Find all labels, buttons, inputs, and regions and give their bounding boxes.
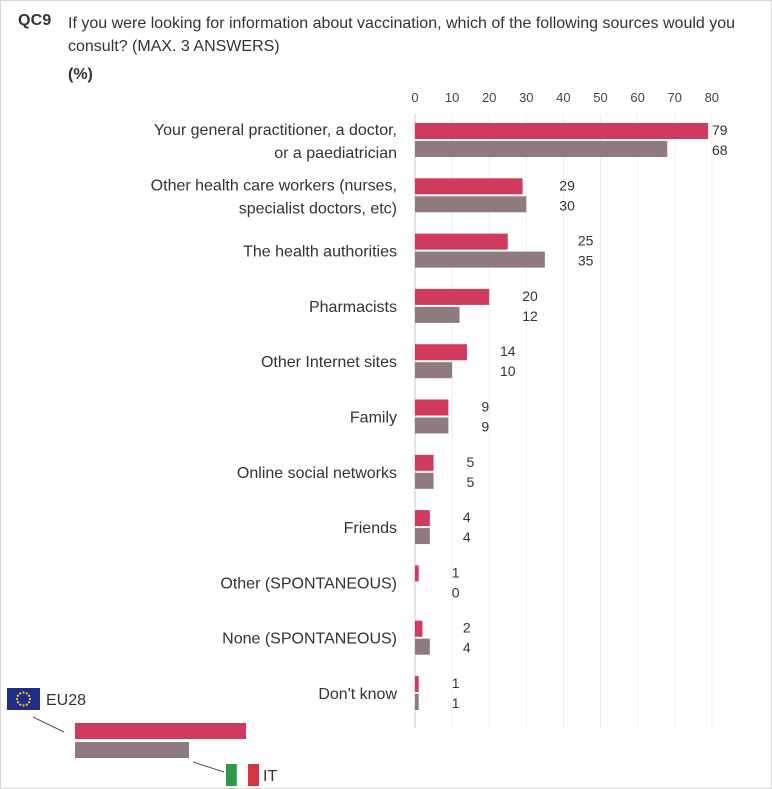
category-label-line: Your general practitioner, a doctor, (154, 122, 397, 139)
x-tick-label: 50 (593, 90, 607, 105)
category-label: Other Internet sites (261, 354, 397, 371)
value-label-eu28: 5 (467, 454, 475, 470)
value-label-eu28: 2 (463, 620, 471, 636)
value-label-it: 30 (559, 197, 575, 213)
bar-it (415, 417, 449, 434)
bar-eu28 (415, 123, 709, 139)
bar-it (415, 362, 453, 379)
value-label-it: 4 (463, 529, 471, 545)
value-label-it: 9 (481, 419, 489, 435)
value-label-it: 5 (467, 474, 475, 490)
value-label-eu28: 9 (481, 399, 489, 415)
bar-eu28 (415, 178, 523, 195)
eu-flag-star (15, 697, 19, 701)
eu-flag-star (25, 692, 28, 695)
x-tick-label: 80 (705, 90, 719, 105)
value-label-eu28: 1 (452, 675, 460, 691)
bar-it (415, 528, 430, 545)
x-tick-label: 70 (667, 90, 681, 105)
x-tick-label: 10 (445, 90, 459, 105)
eu-flag-star (28, 701, 31, 704)
category-label: Pharmacists (309, 299, 397, 316)
eu-flag-star (28, 697, 32, 701)
eu-flag-star (19, 703, 22, 706)
category-label: Don't know (318, 686, 397, 703)
category-label: Online social networks (237, 465, 397, 482)
bar-eu28 (415, 233, 508, 250)
legend-eu-label: EU28 (46, 692, 86, 709)
legend-connector-it (192, 761, 225, 773)
bar-it (415, 196, 527, 213)
legend-it-label: IT (263, 768, 277, 785)
eu-flag-star (16, 694, 19, 697)
value-label-eu28: 20 (522, 288, 538, 304)
x-tick-label: 60 (630, 90, 644, 105)
bar-eu28 (415, 399, 449, 416)
legend-bar-it (75, 742, 189, 758)
unit-label: (%) (68, 66, 93, 83)
category-label: Other health care workers (nurses, specia… (151, 177, 397, 217)
category-label-line: specialist doctors, etc) (239, 200, 397, 217)
eu-flag-field (7, 688, 40, 710)
value-label-it: 10 (500, 363, 516, 379)
x-tick-label: 40 (556, 90, 570, 105)
question-text: If you were looking for information abou… (68, 15, 736, 55)
eu-flag-star (28, 694, 31, 697)
question-code: QC9 (18, 12, 52, 29)
category-label: None (SPONTANEOUS) (222, 631, 397, 648)
bar-it (415, 306, 460, 323)
value-label-it: 12 (522, 308, 538, 324)
x-tick-label: 30 (519, 90, 533, 105)
it-flag-white (236, 763, 249, 787)
value-label-eu28: 4 (463, 509, 471, 525)
bar-eu28 (415, 620, 423, 637)
bar-it (415, 251, 545, 268)
category-label: Friends (344, 520, 397, 537)
value-label-it: 1 (452, 695, 460, 711)
category-label-line: Other health care workers (nurses, (151, 177, 397, 194)
value-label-it: 0 (452, 584, 460, 600)
x-tick-label: 20 (482, 90, 496, 105)
legend-bar-eu28 (75, 723, 246, 739)
bar-eu28 (415, 510, 430, 527)
bar-it (415, 694, 419, 710)
bar-eu28 (415, 676, 419, 692)
category-label: The health authorities (243, 244, 397, 261)
value-label-it: 68 (712, 142, 728, 158)
eu-flag-star (19, 692, 22, 695)
value-label-eu28: 29 (559, 177, 575, 193)
x-tick-label: 0 (411, 90, 418, 105)
value-label-eu28: 14 (500, 343, 516, 359)
value-label-it: 4 (463, 640, 471, 656)
category-label: Family (350, 410, 397, 427)
bar-eu28 (415, 288, 490, 305)
eu-flag-star (25, 703, 28, 706)
bar-it (415, 141, 668, 157)
bar-it (415, 638, 430, 655)
value-label-eu28: 25 (578, 233, 594, 249)
it-flag-icon (226, 763, 259, 787)
bar-it (415, 472, 434, 489)
eu-flag-icon (7, 688, 40, 710)
legend-connector-eu (32, 716, 65, 733)
eu-flag-star (16, 701, 19, 704)
category-label-line: or a paediatrician (274, 145, 397, 162)
category-label: Other (SPONTANEOUS) (220, 575, 397, 592)
category-label: Your general practitioner, a doctor, or a… (154, 122, 397, 162)
value-label-it: 35 (578, 253, 594, 269)
bar-eu28 (415, 454, 434, 471)
eu-flag-star (22, 691, 25, 694)
value-label-eu28: 79 (712, 122, 728, 138)
it-flag-green (226, 764, 237, 786)
eu-flag-star (22, 704, 25, 707)
bar-eu28 (415, 344, 467, 361)
it-flag-red (248, 764, 259, 786)
bar-eu28 (415, 565, 419, 582)
value-label-eu28: 1 (452, 564, 460, 580)
